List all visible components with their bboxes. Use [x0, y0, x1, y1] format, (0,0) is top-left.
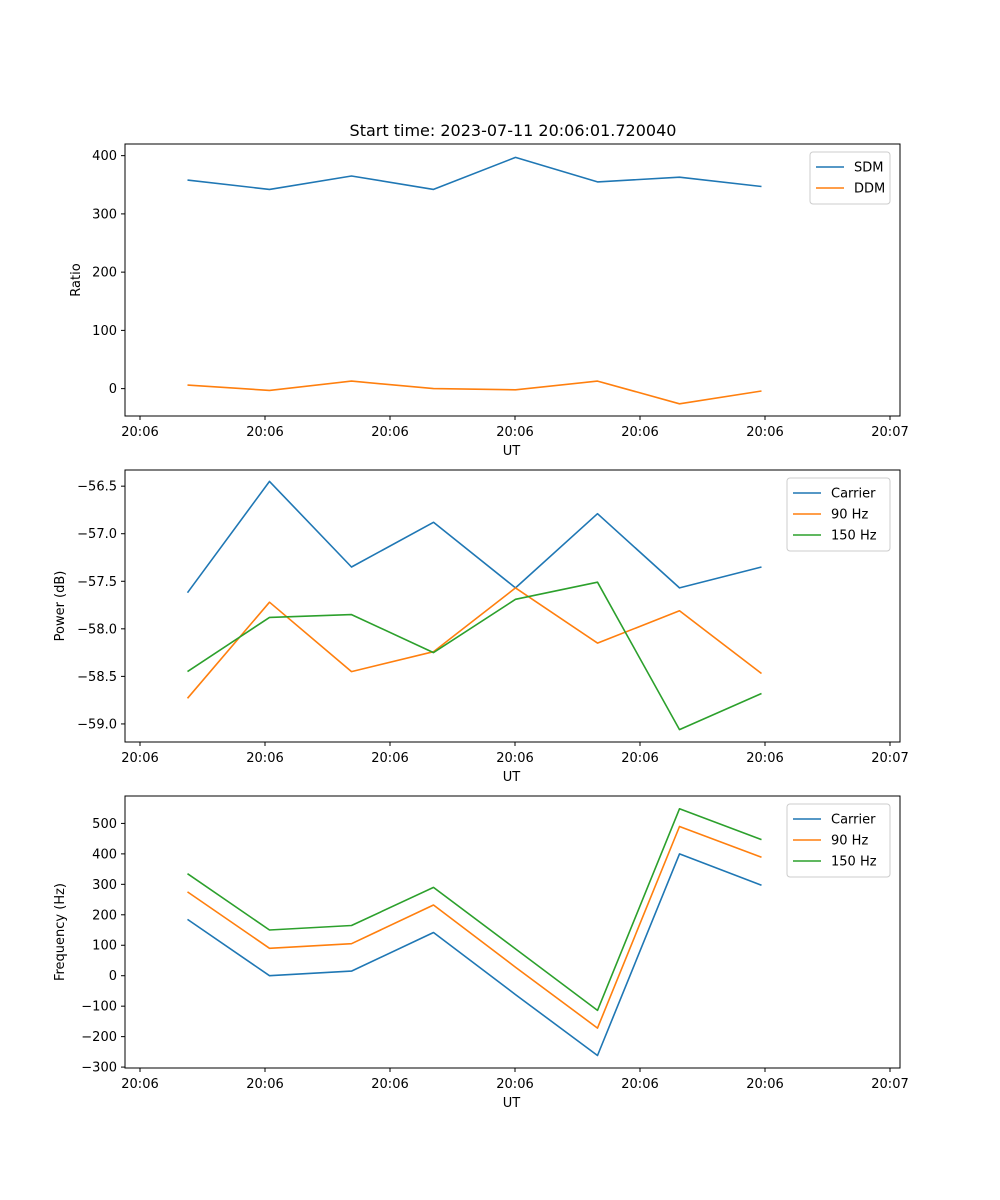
x-tick-label: 20:07 — [871, 1077, 908, 1092]
legend-label: DDM — [854, 182, 885, 197]
series-line-150-hz — [187, 581, 762, 731]
x-tick-label: 20:06 — [746, 1077, 783, 1092]
y-tick-label: 200 — [92, 908, 117, 923]
axes-frame — [124, 143, 901, 417]
series-line-90-hz — [186, 587, 762, 699]
x-tick-label: 20:06 — [121, 425, 158, 440]
legend-label: 90 Hz — [831, 834, 868, 849]
x-tick-label: 20:06 — [246, 425, 283, 440]
x-tick-label: 20:06 — [496, 425, 533, 440]
x-tick-label: 20:06 — [496, 1077, 533, 1092]
legend-label: Carrier — [831, 813, 876, 828]
legend-label: SDM — [854, 161, 883, 176]
y-tick-label: 200 — [92, 266, 117, 281]
y-axis-label: Ratio — [69, 263, 84, 296]
y-tick-label: −56.5 — [77, 480, 117, 495]
legend: Carrier 90 Hz 150 Hz — [786, 803, 891, 878]
x-axis-label: UT — [503, 1096, 521, 1111]
panels: 20:06 20:06 20:06 20:06 20:06 20:06 20:0701002… — [53, 143, 909, 1111]
y-tick-label: 400 — [92, 149, 117, 164]
x-tick-label: 20:06 — [371, 751, 408, 766]
x-tick-label: 20:06 — [246, 751, 283, 766]
legend-label: 150 Hz — [831, 855, 877, 870]
y-tick-label: −58.0 — [77, 622, 117, 637]
y-tick-label: 100 — [92, 324, 117, 339]
legend-box — [786, 803, 891, 878]
y-tick-label: 500 — [92, 817, 117, 832]
x-tick-label: 20:06 — [121, 1077, 158, 1092]
subplot-2: 20:06 20:06 20:06 20:06 20:06 20:06 20:07 −56.5… — [53, 469, 909, 785]
x-tick-label: 20:06 — [621, 751, 658, 766]
y-tick-label: 0 — [109, 969, 117, 984]
axes-frame — [124, 795, 901, 1069]
series-line-sdm — [187, 156, 762, 191]
subplot-3: 20:06 20:06 20:06 20:06 20:06 20:06 20:07 500 40… — [53, 795, 909, 1111]
y-tick-label: −57.0 — [77, 527, 117, 542]
legend: Carrier 90 Hz 150 Hz — [786, 477, 891, 552]
x-tick-label: 20:06 — [121, 751, 158, 766]
figure-title: Start time: 2023-07-11 20:06:01.720040 — [350, 121, 677, 140]
y-axis-label: Power (dB) — [53, 571, 68, 642]
series-line-ddm — [187, 380, 762, 405]
x-tick-label: 20:06 — [496, 751, 533, 766]
y-tick-label: 300 — [92, 207, 117, 222]
axes-frame — [124, 469, 901, 743]
x-tick-label: 20:07 — [871, 751, 908, 766]
y-tick-label: −300 — [81, 1061, 117, 1076]
x-tick-label: 20:06 — [746, 425, 783, 440]
y-axis-label: Frequency (Hz) — [53, 883, 68, 981]
y-tick-label: 300 — [92, 878, 117, 893]
y-tick-label: 0 — [109, 382, 117, 397]
x-axis-label: UT — [503, 770, 521, 785]
x-axis-label: UT — [503, 444, 521, 459]
y-tick-label: −59.0 — [77, 717, 117, 732]
series-line-carrier — [186, 480, 762, 594]
series-line-carrier — [187, 853, 762, 1057]
x-tick-label: 20:06 — [371, 1077, 408, 1092]
y-tick-label: −200 — [81, 1030, 117, 1045]
legend-box — [786, 477, 891, 552]
x-tick-label: 20:06 — [371, 425, 408, 440]
legend-label: Carrier — [831, 487, 876, 502]
x-tick-label: 20:06 — [746, 751, 783, 766]
x-tick-label: 20:06 — [246, 1077, 283, 1092]
x-tick-label: 20:07 — [871, 425, 908, 440]
y-tick-label: 400 — [92, 847, 117, 862]
legend-label: 90 Hz — [831, 508, 868, 523]
y-tick-label: −58.5 — [77, 670, 117, 685]
y-tick-label: 100 — [92, 939, 117, 954]
y-tick-label: −57.5 — [77, 575, 117, 590]
legend: SDM DDM — [809, 151, 891, 205]
y-tick-label: −100 — [81, 1000, 117, 1015]
legend-label: 150 Hz — [831, 529, 877, 544]
subplot-1: 20:06 20:06 20:06 20:06 20:06 20:06 20:07 0 100 2… — [69, 143, 909, 459]
series-line-90-hz — [187, 825, 762, 1029]
legend-box — [809, 151, 891, 205]
series-line-150-hz — [187, 807, 762, 1012]
x-tick-label: 20:06 — [621, 1077, 658, 1092]
x-tick-label: 20:06 — [621, 425, 658, 440]
